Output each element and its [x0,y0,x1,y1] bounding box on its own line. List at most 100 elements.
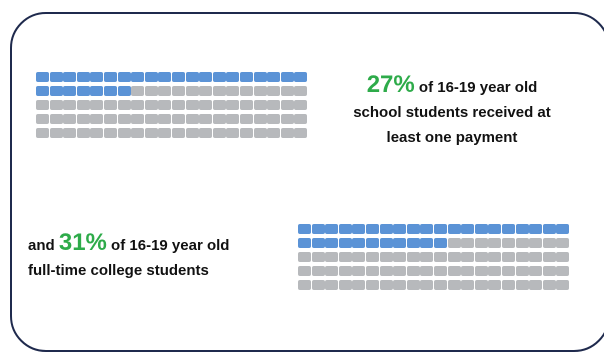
waffle-cell-empty [502,252,515,262]
waffle-cell-filled [131,72,145,82]
waffle-cell-empty [199,128,213,138]
waffle-cell-empty [502,280,515,290]
waffle-cell-filled [185,72,199,82]
waffle-cell-filled [90,86,104,96]
caption-college-line2: full-time college students [28,262,209,279]
waffle-cell-empty [76,100,90,110]
waffle-cell-filled [117,72,131,82]
waffle-cell-filled [267,72,281,82]
waffle-cell-empty [366,252,379,262]
waffle-cell-empty [542,252,556,262]
waffle-cell-empty [393,266,407,276]
waffle-cell-empty [488,280,502,290]
waffle-cell-empty [253,86,267,96]
waffle-cell-empty [253,128,267,138]
waffle-cell-filled [502,224,515,234]
waffle-cell-empty [325,280,339,290]
waffle-cell-empty [90,128,104,138]
waffle-cell-empty [90,100,104,110]
waffle-cell-empty [447,252,461,262]
waffle-cell-empty [311,280,325,290]
waffle-cell-empty [240,114,253,124]
waffle-cell-filled [393,224,407,234]
waffle-cell-filled [117,86,131,96]
caption-school-line2: school students received at [353,104,551,121]
waffle-cell-filled [366,224,379,234]
waffle-cell-empty [461,252,475,262]
waffle-cell-empty [144,100,158,110]
waffle-cell-filled [63,72,77,82]
waffle-cell-empty [379,280,393,290]
waffle-cell-empty [379,266,393,276]
waffle-cell-empty [280,86,294,96]
waffle-cell-empty [158,114,172,124]
waffle-cell-empty [144,86,158,96]
waffle-cell-filled [352,224,366,234]
waffle-cell-empty [212,100,226,110]
waffle-cell-empty [461,238,475,248]
waffle-cell-filled [199,72,213,82]
waffle-cell-filled [298,238,311,248]
waffle-cell-empty [117,128,131,138]
waffle-cell-empty [253,100,267,110]
waffle-cell-empty [117,114,131,124]
waffle-cell-empty [63,114,77,124]
waffle-cell-empty [131,86,145,96]
waffle-cell-filled [406,224,420,234]
waffle-cell-empty [294,114,308,124]
waffle-cell-filled [406,238,420,248]
waffle-cell-empty [352,252,366,262]
waffle-cell-empty [447,280,461,290]
waffle-cell-filled [393,238,407,248]
waffle-cell-empty [226,128,240,138]
waffle-cell-empty [294,86,308,96]
waffle-cell-filled [76,86,90,96]
waffle-cell-filled [338,224,352,234]
waffle-cell-empty [325,266,339,276]
waffle-cell-empty [240,128,253,138]
waffle-cell-empty [474,238,488,248]
waffle-cell-empty [474,280,488,290]
waffle-cell-empty [406,252,420,262]
waffle-cell-empty [542,238,556,248]
waffle-cell-empty [104,114,117,124]
waffle-cell-empty [212,128,226,138]
waffle-cell-empty [298,280,311,290]
waffle-cell-empty [76,128,90,138]
waffle-cell-empty [434,280,447,290]
waffle-cell-empty [104,128,117,138]
waffle-cell-empty [529,252,543,262]
waffle-cell-empty [298,252,311,262]
waffle-cell-filled [325,238,339,248]
waffle-cell-filled [311,224,325,234]
waffle-cell-filled [311,238,325,248]
waffle-cell-filled [298,224,311,234]
waffle-cell-empty [240,100,253,110]
waffle-cell-filled [325,224,339,234]
waffle-cell-empty [49,114,63,124]
waffle-cell-filled [420,224,434,234]
waffle-cell-empty [158,86,172,96]
waffle-cell-empty [298,266,311,276]
waffle-cell-empty [131,128,145,138]
waffle-cell-empty [280,114,294,124]
waffle-cell-empty [420,266,434,276]
waffle-cell-empty [172,86,185,96]
waffle-cell-filled [542,224,556,234]
waffle-cell-empty [461,280,475,290]
waffle-cell-empty [199,86,213,96]
waffle-cell-filled [556,224,570,234]
waffle-cell-empty [49,128,63,138]
waffle-cell-empty [515,238,529,248]
waffle-cell-filled [253,72,267,82]
waffle-cell-empty [199,114,213,124]
waffle-cell-empty [36,114,49,124]
waffle-cell-empty [556,238,570,248]
waffle-cell-filled [104,72,117,82]
waffle-cell-filled [49,86,63,96]
waffle-cell-filled [49,72,63,82]
waffle-cell-empty [63,100,77,110]
waffle-cell-filled [515,224,529,234]
waffle-cell-empty [474,252,488,262]
waffle-cell-empty [338,252,352,262]
